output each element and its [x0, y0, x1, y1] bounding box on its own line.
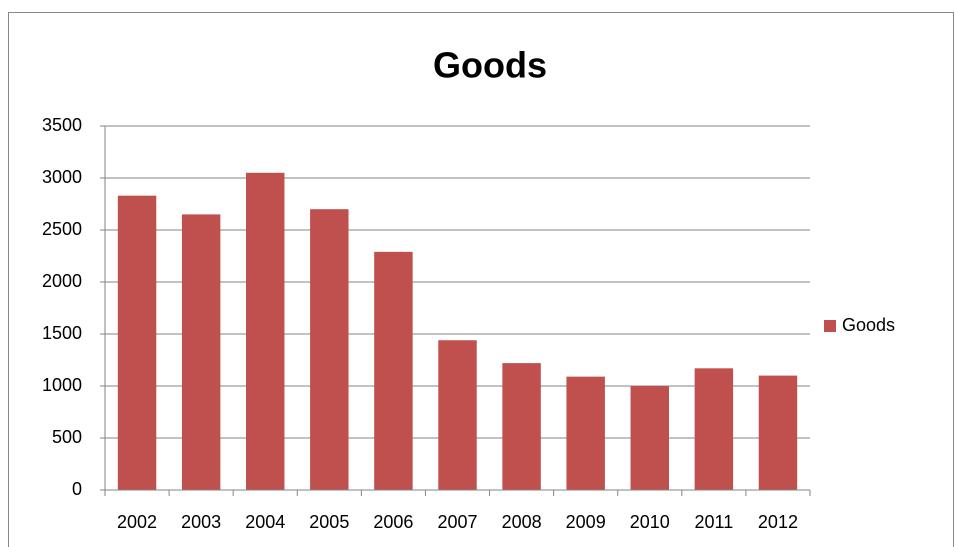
x-tick-label: 2012 [758, 512, 798, 532]
y-tick-label: 0 [72, 479, 82, 499]
y-tick-label: 2000 [42, 271, 82, 291]
y-tick-label: 500 [52, 427, 82, 447]
x-tick-label: 2011 [695, 512, 734, 532]
x-tick-label: 2010 [630, 512, 670, 532]
bar [502, 363, 541, 490]
chart-title: Goods [433, 45, 547, 86]
x-tick-label: 2005 [309, 512, 349, 532]
x-tick-label: 2002 [117, 512, 157, 532]
y-tick-label: 3500 [42, 115, 82, 135]
bar [181, 214, 221, 490]
y-tick-label: 1000 [42, 375, 82, 395]
legend-label: Goods [842, 315, 895, 335]
bar [630, 386, 669, 490]
bar [758, 375, 798, 490]
bar [694, 368, 734, 490]
bar [374, 251, 413, 490]
x-tick-label: 2008 [502, 512, 542, 532]
y-tick-label: 3000 [42, 167, 82, 187]
y-tick-label: 1500 [42, 323, 82, 343]
x-tick-label: 2003 [181, 512, 221, 532]
x-tick-label: 2007 [437, 512, 477, 532]
x-tick-label: 2004 [245, 512, 285, 532]
x-tick-label: 2009 [566, 512, 606, 532]
y-tick-label: 2500 [42, 219, 82, 239]
legend-swatch [824, 320, 836, 332]
x-tick-label: 2006 [373, 512, 413, 532]
bar [566, 376, 605, 490]
bar [438, 340, 477, 490]
bar [246, 172, 285, 491]
bar [117, 195, 157, 490]
bar [310, 209, 349, 490]
